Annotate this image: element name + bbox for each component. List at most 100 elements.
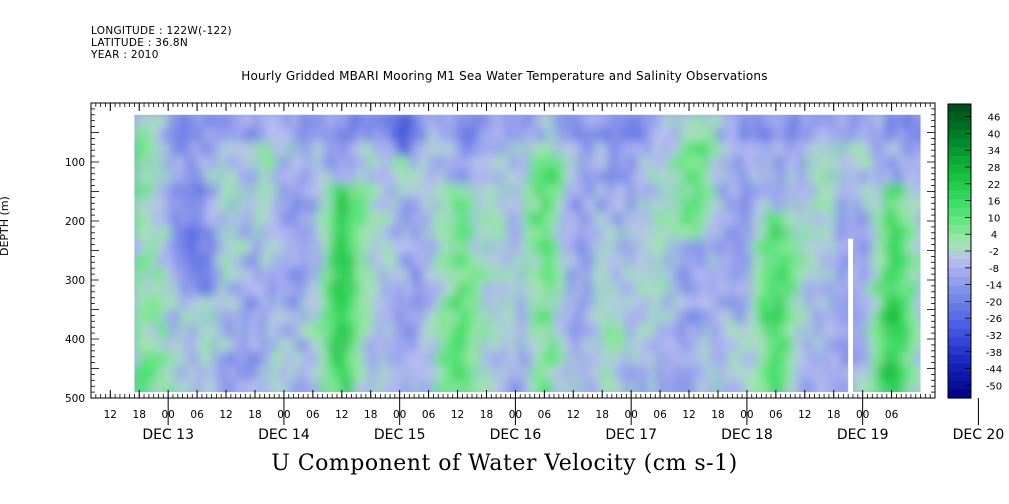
heatmap-cell bbox=[229, 323, 238, 340]
heatmap-cell bbox=[685, 127, 694, 144]
heatmap-cell bbox=[217, 309, 226, 326]
heatmap-cell bbox=[883, 141, 892, 158]
heatmap-cell bbox=[134, 155, 142, 172]
heatmap-cell bbox=[301, 127, 310, 144]
heatmap-cell bbox=[373, 309, 382, 326]
heatmap-cell bbox=[685, 281, 694, 298]
heatmap-cell bbox=[241, 141, 250, 158]
heatmap-cell bbox=[601, 141, 610, 158]
heatmap-cell bbox=[415, 211, 424, 228]
heatmap-cell bbox=[379, 211, 388, 228]
heatmap-cell bbox=[793, 197, 802, 214]
heatmap-cell bbox=[415, 337, 424, 354]
heatmap-cell bbox=[589, 155, 598, 172]
heatmap-cell bbox=[391, 114, 400, 130]
heatmap-cell bbox=[403, 169, 412, 186]
heatmap-cell bbox=[187, 197, 196, 214]
heatmap-cell bbox=[793, 365, 802, 382]
heatmap-cell bbox=[649, 253, 658, 270]
heatmap-cell bbox=[709, 239, 718, 256]
x-tick-label: 12 bbox=[451, 409, 464, 421]
heatmap-cell bbox=[829, 337, 838, 354]
heatmap-cell bbox=[589, 197, 598, 214]
heatmap-cell bbox=[619, 323, 628, 340]
heatmap-cell bbox=[883, 323, 892, 340]
heatmap-cell bbox=[523, 114, 532, 130]
heatmap-cell bbox=[367, 379, 376, 393]
heatmap-cell bbox=[499, 253, 508, 270]
heatmap-cell bbox=[835, 253, 844, 270]
heatmap-cell bbox=[331, 309, 340, 326]
heatmap-cell bbox=[895, 169, 904, 186]
heatmap-cell bbox=[583, 114, 592, 130]
heatmap-cell bbox=[367, 197, 376, 214]
heatmap-cell bbox=[793, 155, 802, 172]
heatmap-cell bbox=[673, 127, 682, 144]
heatmap-cell bbox=[283, 253, 292, 270]
heatmap-cell bbox=[751, 141, 760, 158]
heatmap-cell bbox=[397, 365, 406, 382]
heatmap-cell bbox=[631, 114, 640, 130]
heatmap-cell bbox=[193, 267, 202, 284]
heatmap-cell bbox=[811, 127, 820, 144]
heatmap-cell bbox=[565, 351, 574, 368]
heatmap-cell bbox=[134, 267, 142, 284]
heatmap-cell bbox=[655, 239, 664, 256]
heatmap-cell bbox=[235, 114, 244, 130]
heatmap-cell bbox=[331, 253, 340, 270]
heatmap-cell bbox=[139, 169, 148, 186]
heatmap-cell bbox=[493, 365, 502, 382]
heatmap-cell bbox=[643, 197, 652, 214]
heatmap-cell bbox=[859, 379, 868, 393]
heatmap-cell bbox=[859, 141, 868, 158]
heatmap-cell bbox=[157, 141, 166, 158]
heatmap-cell bbox=[163, 365, 172, 382]
heatmap-cell bbox=[907, 114, 916, 130]
heatmap-cell bbox=[289, 365, 298, 382]
heatmap-cell bbox=[253, 211, 262, 228]
heatmap-cell bbox=[223, 281, 232, 298]
heatmap-cell bbox=[571, 155, 580, 172]
heatmap-cell bbox=[469, 379, 478, 393]
heatmap-cell bbox=[667, 337, 676, 354]
heatmap-cell bbox=[499, 127, 508, 144]
heatmap-cell bbox=[757, 211, 766, 228]
heatmap-cell bbox=[715, 253, 724, 270]
heatmap-cell bbox=[211, 155, 220, 172]
heatmap-cell bbox=[757, 281, 766, 298]
heatmap-cell bbox=[367, 114, 376, 130]
heatmap-cell bbox=[691, 295, 700, 312]
heatmap-cell bbox=[289, 211, 298, 228]
heatmap-cell bbox=[439, 114, 448, 130]
heatmap-cell bbox=[733, 141, 742, 158]
heatmap-cell bbox=[319, 267, 328, 284]
heatmap-cell bbox=[265, 197, 274, 214]
heatmap-cell bbox=[313, 127, 322, 144]
heatmap-cell bbox=[673, 183, 682, 200]
heatmap-cell bbox=[151, 379, 160, 393]
heatmap-cell bbox=[139, 239, 148, 256]
heatmap-cell bbox=[829, 365, 838, 382]
heatmap-cell bbox=[499, 114, 508, 130]
heatmap-cell bbox=[325, 337, 334, 354]
heatmap-cell bbox=[655, 379, 664, 393]
heatmap-cell bbox=[571, 351, 580, 368]
heatmap-cell bbox=[685, 323, 694, 340]
heatmap-cell bbox=[883, 225, 892, 242]
heatmap-cell bbox=[301, 155, 310, 172]
heatmap-cell bbox=[211, 114, 220, 130]
heatmap-cell bbox=[481, 281, 490, 298]
heatmap-cell bbox=[271, 211, 280, 228]
heatmap-cell bbox=[271, 225, 280, 242]
heatmap-cell bbox=[715, 211, 724, 228]
colorbar-swatch bbox=[948, 337, 971, 347]
heatmap-cell bbox=[169, 127, 178, 144]
heatmap-cell bbox=[385, 239, 394, 256]
heatmap-cell bbox=[421, 239, 430, 256]
heatmap-cell bbox=[289, 155, 298, 172]
heatmap-cell bbox=[667, 281, 676, 298]
heatmap-cell bbox=[919, 337, 921, 354]
heatmap-cell bbox=[817, 267, 826, 284]
heatmap-cell bbox=[295, 127, 304, 144]
heatmap-cell bbox=[331, 211, 340, 228]
